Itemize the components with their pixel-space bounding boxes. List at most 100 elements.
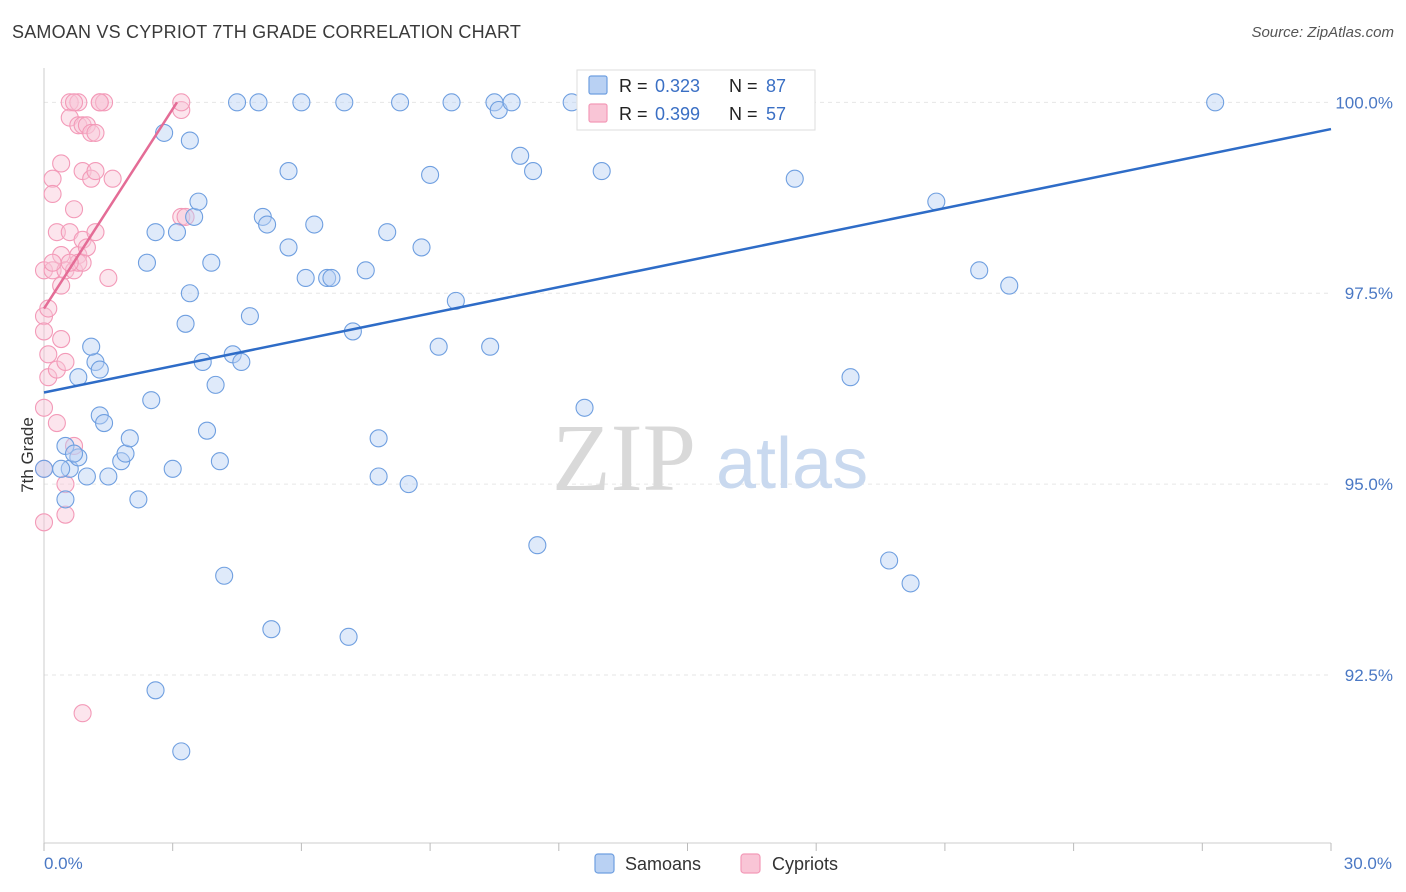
y-tick-label: 97.5% <box>1345 284 1393 303</box>
cypriots-point <box>60 253 79 272</box>
bottom-legend-swatch-cypriots <box>740 853 761 874</box>
samoans-point <box>502 93 521 112</box>
legend-r-label-cypriots: R = <box>619 104 648 124</box>
chart-title: SAMOAN VS CYPRIOT 7TH GRADE CORRELATION … <box>12 22 522 42</box>
cypriots-point <box>47 413 66 433</box>
samoans-point <box>421 165 440 184</box>
legend-box <box>576 69 816 131</box>
cypriots-point <box>52 330 71 349</box>
samoans-point <box>279 162 298 181</box>
trend-lines <box>42 101 1332 394</box>
samoans-point <box>262 620 281 639</box>
samoans-point <box>1000 276 1019 295</box>
samoans-point <box>279 238 298 257</box>
samoans-point <box>116 444 135 463</box>
samoans-point <box>95 413 114 433</box>
cypriots-point <box>99 268 118 288</box>
samoans-point <box>56 490 75 509</box>
samoans-point <box>524 162 543 181</box>
samoans-point <box>90 360 109 379</box>
samoans-point <box>292 93 311 112</box>
cypriots-point <box>47 223 66 242</box>
samoans-point <box>412 238 431 257</box>
legend-r-label-samoans: R = <box>619 76 648 96</box>
legend-swatch-cypriots <box>588 103 608 123</box>
cypriots-point <box>56 352 75 372</box>
cypriots-point <box>95 93 114 112</box>
legend-r-value-cypriots: 0.399 <box>655 104 700 124</box>
samoans-point <box>99 467 118 486</box>
samoans-point <box>197 421 217 440</box>
samoans-point <box>215 566 234 585</box>
samoans-point <box>163 459 182 478</box>
samoans-point <box>176 314 195 333</box>
watermark-zip: ZIP <box>552 404 696 511</box>
samoans-point <box>249 93 268 112</box>
legend-swatch-samoans <box>588 75 608 95</box>
cypriots-point <box>64 200 84 219</box>
samoans-point <box>841 368 860 387</box>
samoans-point <box>785 169 804 188</box>
samoans-point <box>296 268 315 288</box>
samoans-point <box>880 551 899 570</box>
samoans-point <box>335 93 354 112</box>
samoans-point <box>167 223 187 242</box>
samoans-point <box>240 307 259 326</box>
samoans-point <box>511 146 530 165</box>
cypriots-point <box>43 253 62 272</box>
samoans-point <box>378 223 397 242</box>
cypriots-point <box>34 322 54 341</box>
samoans-point <box>356 261 375 280</box>
samoans-point <box>210 452 229 471</box>
y-axis-label: 7th Grade <box>18 417 37 493</box>
samoans-point <box>146 223 165 242</box>
samoans-point <box>206 375 225 394</box>
cypriots-point <box>43 169 62 188</box>
legend: R = 0.323 N = 87 R = 0.399 N = 57 <box>576 69 816 131</box>
samoans-point <box>429 337 448 356</box>
cypriots-point <box>73 704 92 723</box>
samoans-point <box>82 337 101 356</box>
x-tick-label-max: 30.0% <box>1344 854 1392 873</box>
samoans-point <box>34 459 54 478</box>
samoans-point <box>528 536 547 555</box>
legend-n-value-cypriots: 57 <box>766 104 786 124</box>
samoans-point <box>180 284 199 303</box>
cypriots-point <box>103 169 122 188</box>
samoans-point <box>442 93 461 112</box>
cypriots-point <box>39 345 58 364</box>
y-tick-label: 92.5% <box>1345 666 1393 685</box>
x-tick-labels: 0.0% 30.0% <box>44 854 1392 873</box>
legend-n-label-cypriots: N = <box>729 104 758 124</box>
y-tick-label: 100.0% <box>1335 93 1393 112</box>
samoans-point <box>1206 93 1225 112</box>
samoans-point <box>322 268 341 288</box>
cypriots-point <box>69 93 88 112</box>
samoans-trend-line <box>43 127 1332 394</box>
samoans-point <box>232 352 251 372</box>
cypriots-trend-line <box>42 101 179 310</box>
cypriots-point <box>56 505 75 524</box>
samoans-point <box>399 475 418 494</box>
cypriots-point <box>34 398 54 417</box>
samoans-points <box>34 93 1225 761</box>
cypriots-point <box>86 162 105 181</box>
samoans-point <box>369 467 388 486</box>
samoans-point <box>391 93 410 112</box>
legend-n-label-samoans: N = <box>729 76 758 96</box>
grid-lines <box>44 101 1331 676</box>
legend-n-value-samoans: 87 <box>766 76 786 96</box>
cypriots-point <box>43 261 62 280</box>
samoans-point <box>52 459 71 478</box>
cypriots-point <box>82 123 101 142</box>
samoans-point <box>592 162 611 181</box>
legend-r-value-samoans: 0.323 <box>655 76 700 96</box>
cypriots-point <box>86 123 105 142</box>
chart-source: Source: ZipAtlas.com <box>1251 24 1394 41</box>
cypriots-point <box>43 184 62 204</box>
samoans-point <box>575 398 594 417</box>
samoans-point <box>137 253 157 272</box>
cypriots-point <box>172 93 191 112</box>
samoans-point <box>189 192 208 211</box>
bottom-legend-label-samoans: Samoans <box>625 854 701 874</box>
